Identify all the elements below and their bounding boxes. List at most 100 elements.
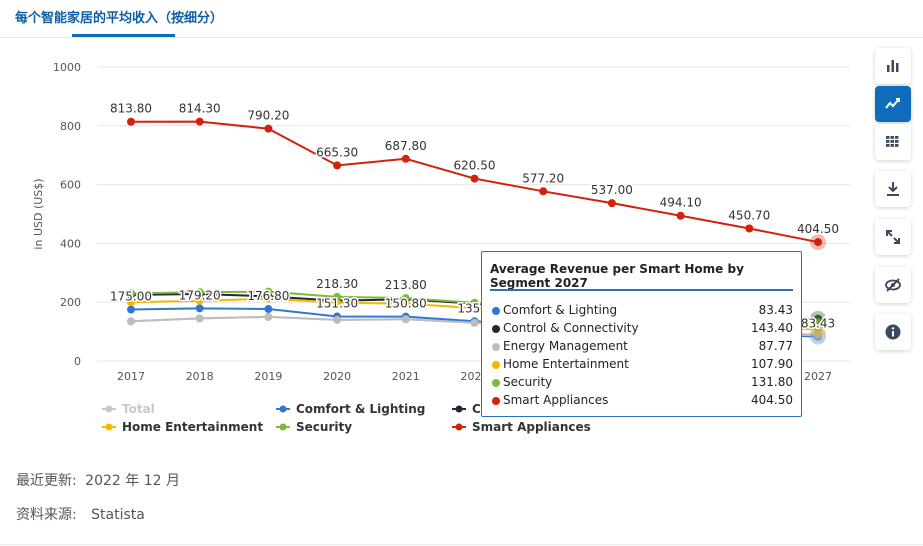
x-tick-label: 2027 [804, 370, 832, 383]
data-point[interactable] [470, 318, 479, 327]
data-point[interactable] [127, 317, 135, 326]
data-point[interactable] [745, 224, 754, 233]
y-tick-label: 800 [60, 120, 81, 133]
data-point[interactable] [401, 299, 410, 308]
legend-marker [279, 405, 287, 413]
last-update-label: 最近更新: [16, 473, 77, 489]
data-point[interactable] [195, 314, 204, 323]
data-label: 494.10 [660, 196, 702, 210]
data-point[interactable] [264, 312, 273, 321]
tooltip-value: 107.90 [751, 357, 793, 371]
data-point[interactable] [195, 304, 204, 313]
data-point[interactable] [195, 288, 204, 297]
data-point[interactable] [539, 187, 548, 196]
legend-item-total[interactable]: Total [102, 402, 155, 416]
series-smart-appliances [127, 117, 822, 247]
y-tick-label: 1000 [53, 61, 81, 74]
data-point[interactable] [470, 298, 479, 307]
data-point[interactable] [195, 117, 204, 126]
legend-label: Home Entertainment [122, 420, 263, 434]
data-point[interactable] [814, 325, 822, 334]
data-point[interactable] [333, 298, 342, 307]
info-button[interactable] [875, 314, 911, 350]
hide-button[interactable] [875, 267, 911, 303]
data-label: 537.00 [591, 183, 633, 197]
legend-item-security[interactable]: Security [276, 420, 352, 434]
tooltip-label: Security [503, 375, 553, 389]
tooltip-label: Smart Appliances [503, 393, 609, 407]
legend-marker [279, 423, 287, 431]
data-point[interactable] [127, 117, 135, 126]
x-tick-label: 2021 [392, 370, 420, 383]
hover-halo [810, 327, 826, 344]
data-point[interactable] [401, 154, 410, 163]
table-button[interactable] [875, 124, 911, 160]
data-point[interactable] [127, 305, 135, 314]
tooltip-value: 404.50 [751, 393, 793, 407]
legend-label: Smart Appliances [472, 420, 591, 434]
x-tick-label: 2017 [117, 370, 145, 383]
tooltip-dot [492, 379, 500, 387]
data-label: 814.30 [179, 102, 221, 116]
data-point[interactable] [814, 331, 822, 340]
y-tick-label: 200 [60, 296, 81, 309]
tooltip-dot [492, 361, 500, 369]
tooltip-row: Security 131.80 [492, 374, 793, 392]
last-update-value: 2022 年 12 月 [85, 473, 180, 489]
data-label: 151.30 [316, 297, 358, 311]
fullscreen-button[interactable] [875, 219, 911, 255]
line-chart-button[interactable] [875, 86, 911, 122]
legend-item-comfort-and-lighting[interactable]: Comfort & Lighting [276, 402, 425, 416]
legend-marker [105, 423, 113, 431]
legend-item-smart-appliances[interactable]: Smart Appliances [452, 420, 591, 434]
data-point[interactable] [264, 294, 273, 303]
legend-item-home-entertainment[interactable]: Home Entertainment [102, 420, 263, 434]
download-button[interactable] [875, 171, 911, 207]
data-point[interactable] [264, 124, 273, 133]
data-point[interactable] [127, 298, 135, 307]
data-label: 176.80 [247, 289, 289, 303]
data-point[interactable] [264, 287, 273, 296]
data-point[interactable] [470, 174, 479, 183]
tooltip-dot [492, 397, 500, 405]
x-tick-label: 2019 [254, 370, 282, 383]
data-point[interactable] [401, 294, 410, 303]
data-point[interactable] [676, 211, 685, 220]
data-point[interactable] [333, 315, 342, 324]
data-point[interactable] [401, 315, 410, 324]
y-tick-label: 400 [60, 237, 81, 250]
x-tick-label: 2018 [186, 370, 214, 383]
source-value[interactable]: Statista [91, 507, 145, 523]
data-label: 620.50 [454, 159, 496, 173]
tab-chart-title[interactable]: 每个智能家居的平均收入（按细分） [15, 11, 224, 26]
bar-chart-button[interactable] [875, 48, 911, 84]
legend-marker [455, 405, 463, 413]
legend-label: Security [296, 420, 352, 434]
chart-tooltip: Average Revenue per Smart Home by Segmen… [481, 251, 802, 417]
data-point[interactable] [814, 238, 822, 247]
data-label: 218.30 [316, 277, 358, 291]
download-icon [887, 182, 899, 196]
data-point[interactable] [333, 161, 342, 170]
data-point[interactable] [127, 289, 135, 298]
fullscreen-icon [886, 230, 900, 244]
data-label: 665.30 [316, 145, 358, 159]
hover-halo [810, 234, 826, 251]
data-point[interactable] [333, 292, 342, 301]
hover-halo [810, 321, 826, 338]
tooltip-title: Average Revenue per Smart Home by Segmen… [490, 262, 744, 290]
last-update: 最近更新: 2022 年 12 月 [16, 470, 180, 490]
data-label: 179.20 [179, 288, 221, 302]
data-point[interactable] [607, 199, 616, 208]
data-point[interactable] [814, 318, 822, 327]
data-point[interactable] [264, 305, 273, 314]
data-point[interactable] [195, 296, 204, 305]
active-tab-indicator [72, 34, 175, 37]
tooltip-label: Control & Connectivity [503, 321, 639, 335]
tooltip-dot [492, 325, 500, 333]
y-axis-label: in USD (US$) [32, 178, 45, 249]
tooltip-dot [492, 307, 500, 315]
hide-icon [885, 278, 901, 292]
data-label: 687.80 [385, 139, 427, 153]
tooltip-label: Home Entertainment [503, 357, 629, 371]
